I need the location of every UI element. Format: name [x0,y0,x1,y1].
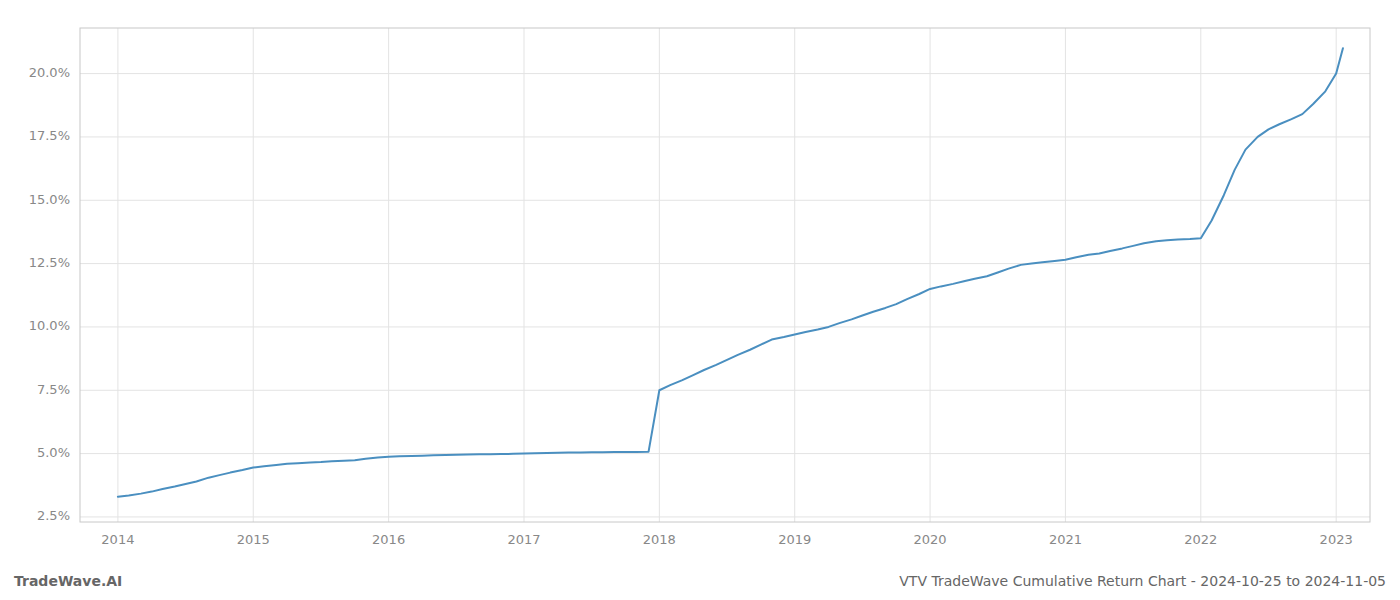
y-grid-line [80,136,1370,137]
title: VTV TradeWave Cumulative Return Chart - … [899,573,1386,589]
x-tick-label: 2021 [1049,532,1082,547]
x-tick-label: 2015 [237,532,270,547]
x-grid-line [794,28,795,522]
y-tick-label: 7.5% [37,382,70,397]
y-tick-label: 5.0% [37,445,70,460]
x-grid-line [1200,28,1201,522]
plot-frame [80,28,1370,522]
y-tick-label: 2.5% [37,508,70,523]
x-tick-label: 2019 [778,532,811,547]
x-tick-label: 2018 [643,532,676,547]
footer-annotation: TradeWave.AI [14,573,122,589]
y-grid-line [80,516,1370,517]
x-tick-label: 2020 [914,532,947,547]
y-tick-label: 15.0% [29,192,70,207]
x-grid-line [659,28,660,522]
y-tick-label: 10.0% [29,318,70,333]
y-grid-line [80,390,1370,391]
line [118,48,1343,496]
x-grid-line [388,28,389,522]
x-grid-line [1336,28,1337,522]
y-tick-label: 20.0% [29,65,70,80]
data [118,48,1343,496]
x-grid-line [930,28,931,522]
y-grid-line [80,263,1370,264]
chart: 2.5% 5.0% 7.5% 10.0% 12.5% 15.0% 17.5% 20.0% 201… [0,0,1400,600]
y-grid-line [80,453,1370,454]
x-tick-label: 2016 [372,532,405,547]
y-grid-line [80,326,1370,327]
x-tick-label: 2014 [101,532,134,547]
x-tick-label: 2017 [507,532,540,547]
y-tick-label: 12.5% [29,255,70,270]
grid [80,28,1370,522]
x-tick-label: 2022 [1184,532,1217,547]
y-tick-label: 17.5% [29,128,70,143]
axes: 2.5% 5.0% 7.5% 10.0% 12.5% 15.0% 17.5% 20.0% 201… [29,65,1353,547]
y-grid-line [80,73,1370,74]
x-grid-line [523,28,524,522]
y-grid-line [80,200,1370,201]
x-grid-line [253,28,254,522]
x-grid-line [117,28,118,522]
x-grid-line [1065,28,1066,522]
x-tick-label: 2023 [1320,532,1353,547]
